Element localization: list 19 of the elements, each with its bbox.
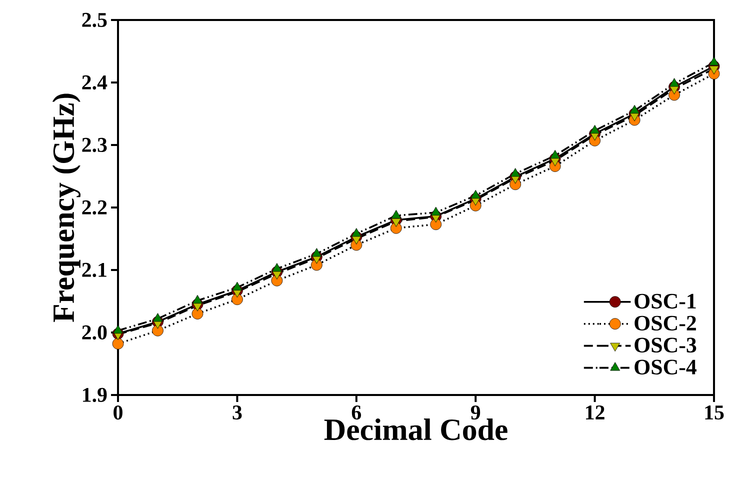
y-tick-label: 2.4 [82, 75, 108, 90]
x-tick-label: 15 [705, 406, 724, 420]
y-tick-label: 2.0 [82, 325, 107, 340]
x-tick-label: 0 [114, 406, 122, 420]
y-tick-label: 2.3 [82, 138, 107, 152]
legend-label: OSC-2 [634, 316, 696, 331]
y-tick-label: 2.5 [82, 12, 107, 28]
y-tick-label: 2.2 [82, 200, 107, 215]
x-tick-label: 3 [232, 406, 242, 420]
legend-label: OSC-4 [634, 360, 696, 375]
y-tick-label: 1.9 [83, 388, 107, 402]
legend-label: OSC-1 [634, 294, 696, 309]
x-tick-label: 9 [470, 406, 480, 420]
y-axis-title: Frequency (GHz) [52, 94, 80, 322]
x-tick-label: 6 [352, 406, 362, 420]
x-axis-title: Decimal Code [324, 418, 508, 440]
y-tick-label: 2.1 [82, 262, 106, 278]
x-tick-label: 12 [586, 406, 604, 420]
legend-label: OSC-3 [634, 338, 696, 353]
